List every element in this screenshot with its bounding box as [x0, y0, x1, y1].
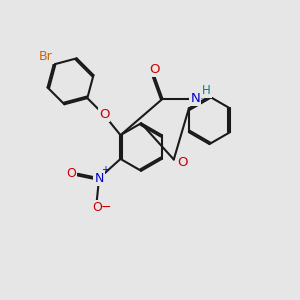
Text: O: O: [66, 167, 76, 180]
Text: O: O: [99, 108, 110, 122]
Text: Br: Br: [39, 50, 52, 63]
Text: O: O: [177, 156, 187, 169]
Text: O: O: [92, 202, 102, 214]
Text: O: O: [149, 63, 159, 76]
Text: N: N: [94, 172, 104, 185]
Text: H: H: [202, 84, 211, 97]
Text: −: −: [100, 201, 111, 214]
Text: N: N: [190, 92, 200, 105]
Text: +: +: [101, 165, 109, 175]
